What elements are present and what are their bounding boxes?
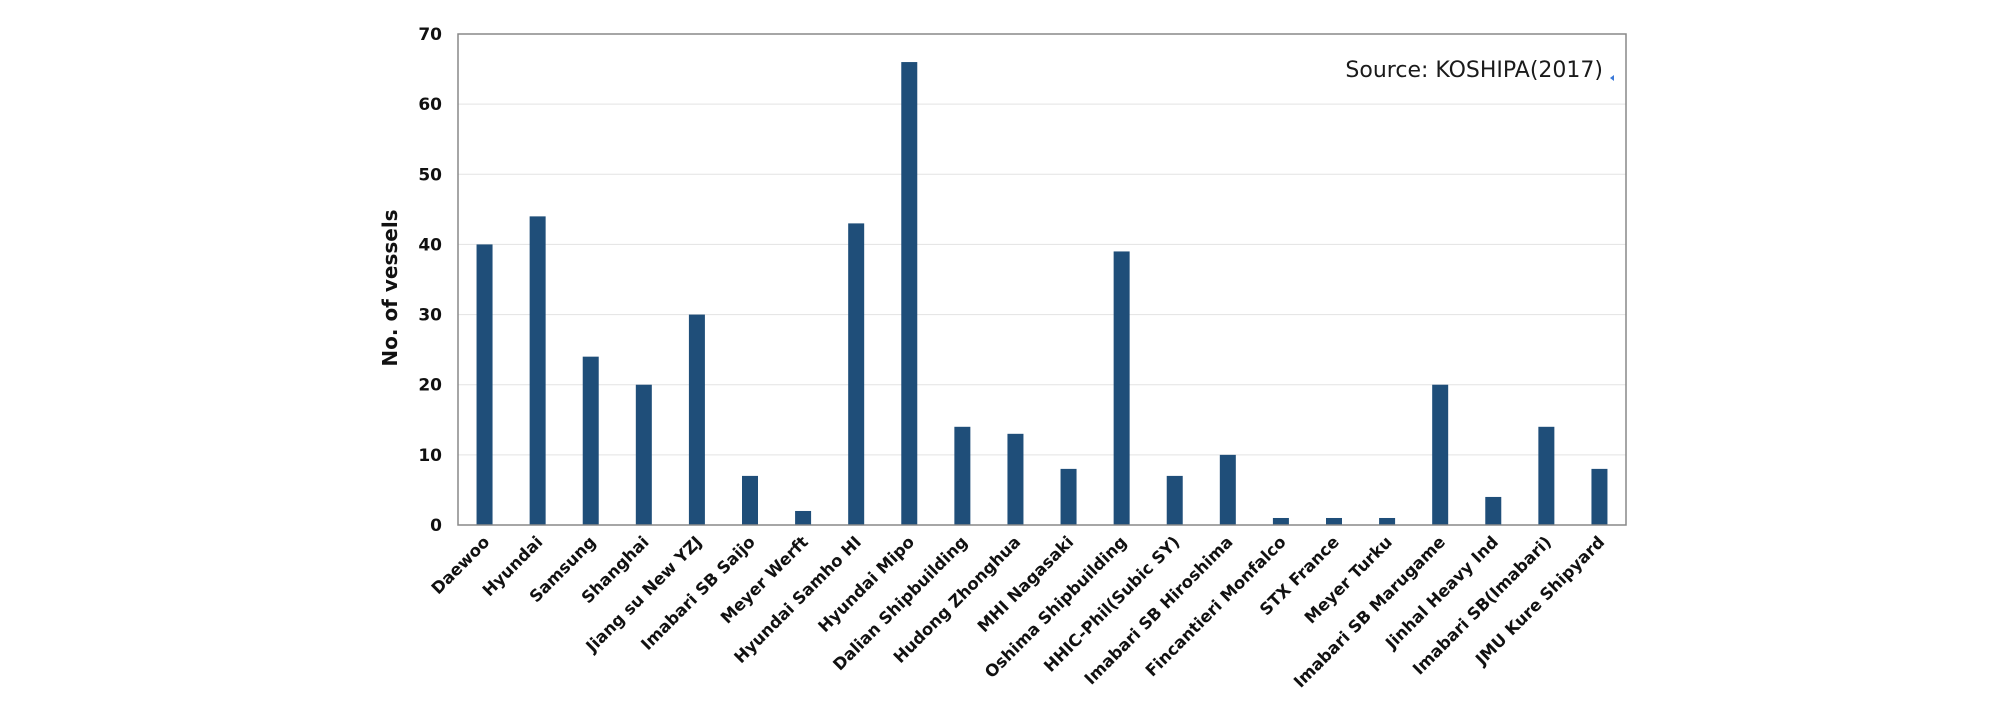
bar xyxy=(1379,517,1396,525)
bar xyxy=(1538,426,1555,525)
bar xyxy=(1591,468,1608,525)
bar xyxy=(795,510,812,525)
bar xyxy=(1485,496,1502,525)
bar xyxy=(1272,517,1289,525)
bar xyxy=(1113,251,1130,525)
bar xyxy=(529,216,546,525)
x-category-label: MHI Nagasaki xyxy=(974,532,1078,636)
bar xyxy=(1166,475,1183,525)
bar xyxy=(954,426,971,525)
bar xyxy=(476,244,493,525)
y-tick-label: 10 xyxy=(418,446,442,466)
y-tick-label: 50 xyxy=(418,165,442,185)
bar xyxy=(1326,517,1342,525)
bar xyxy=(1007,433,1024,525)
bar xyxy=(688,314,705,525)
bar xyxy=(848,223,865,525)
plot-border xyxy=(457,33,1627,526)
y-tick-label: 0 xyxy=(430,516,442,536)
gridlines xyxy=(458,103,1626,456)
bar xyxy=(582,356,599,525)
bar xyxy=(635,384,652,525)
small-arrow-icon xyxy=(1610,75,1614,81)
x-category-label: Hyundai Mipo xyxy=(814,532,918,636)
source-annotation: Source: KOSHIPA(2017) xyxy=(1345,58,1603,83)
y-tick-label: 20 xyxy=(418,376,442,396)
plot-area xyxy=(458,34,1626,525)
y-tick-label: 30 xyxy=(418,306,442,326)
y-tick-label: 70 xyxy=(418,25,442,45)
bars xyxy=(476,62,1608,526)
bar xyxy=(1219,454,1236,525)
y-axis-ticks: 0 10 20 30 40 50 60 70 xyxy=(418,25,442,536)
bar xyxy=(1060,468,1077,525)
bar xyxy=(901,62,918,526)
y-tick-label: 40 xyxy=(418,235,442,255)
bar xyxy=(742,475,758,525)
y-tick-label: 60 xyxy=(418,95,442,115)
y-axis-title: No. of vessels xyxy=(378,209,402,366)
bar xyxy=(1432,384,1449,525)
